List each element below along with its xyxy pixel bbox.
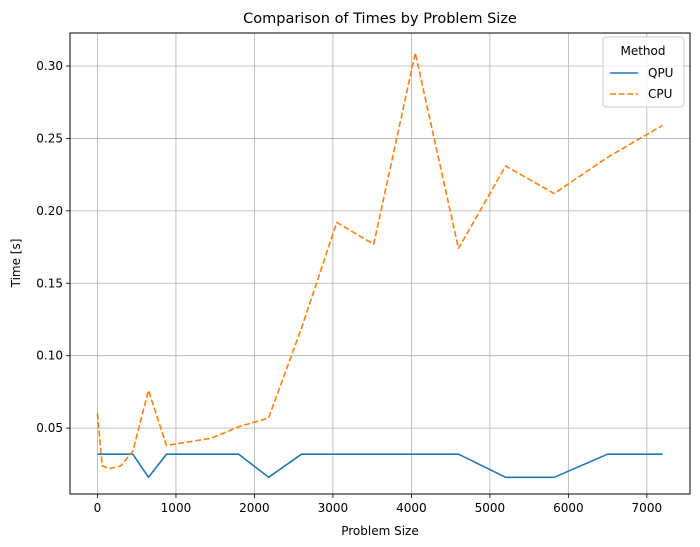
series-layer	[96, 52, 663, 479]
legend-label-qpu: QPU	[648, 66, 673, 80]
chart-title: Comparison of Times by Problem Size	[243, 11, 517, 27]
y-axis-title: Time [s]	[9, 239, 23, 289]
x-axis-title: Problem Size	[341, 524, 419, 538]
x-tick-label: 5000	[475, 501, 506, 515]
x-tick-label: 6000	[553, 501, 584, 515]
plot-frame	[69, 32, 691, 495]
x-tick-label: 4000	[396, 501, 427, 515]
x-tick-label: 3000	[318, 501, 349, 515]
legend-label-cpu: CPU	[648, 87, 672, 101]
x-tick-label: 2000	[239, 501, 270, 515]
series-line-qpu	[97, 453, 663, 479]
legend-title: Method	[620, 44, 665, 58]
x-axis: 0 1000 2000 3000 4000 5000 6000 7000	[94, 494, 662, 515]
x-tick-label: 0	[94, 501, 102, 515]
y-tick-label: 0.05	[36, 421, 63, 435]
grid	[70, 33, 690, 494]
y-tick-label: 0.20	[36, 204, 63, 218]
legend: Method QPU CPU	[602, 36, 685, 108]
x-tick-label: 1000	[161, 501, 192, 515]
y-tick-label: 0.10	[36, 349, 63, 363]
y-tick-label: 0.30	[36, 59, 63, 73]
legend-box	[602, 36, 685, 108]
y-tick-label: 0.15	[36, 276, 63, 290]
y-axis: 0.05 0.10 0.15 0.20 0.25 0.30	[36, 59, 70, 435]
series-line-cpu	[96, 52, 663, 470]
x-tick-label: 7000	[632, 501, 663, 515]
y-tick-label: 0.25	[36, 131, 63, 145]
